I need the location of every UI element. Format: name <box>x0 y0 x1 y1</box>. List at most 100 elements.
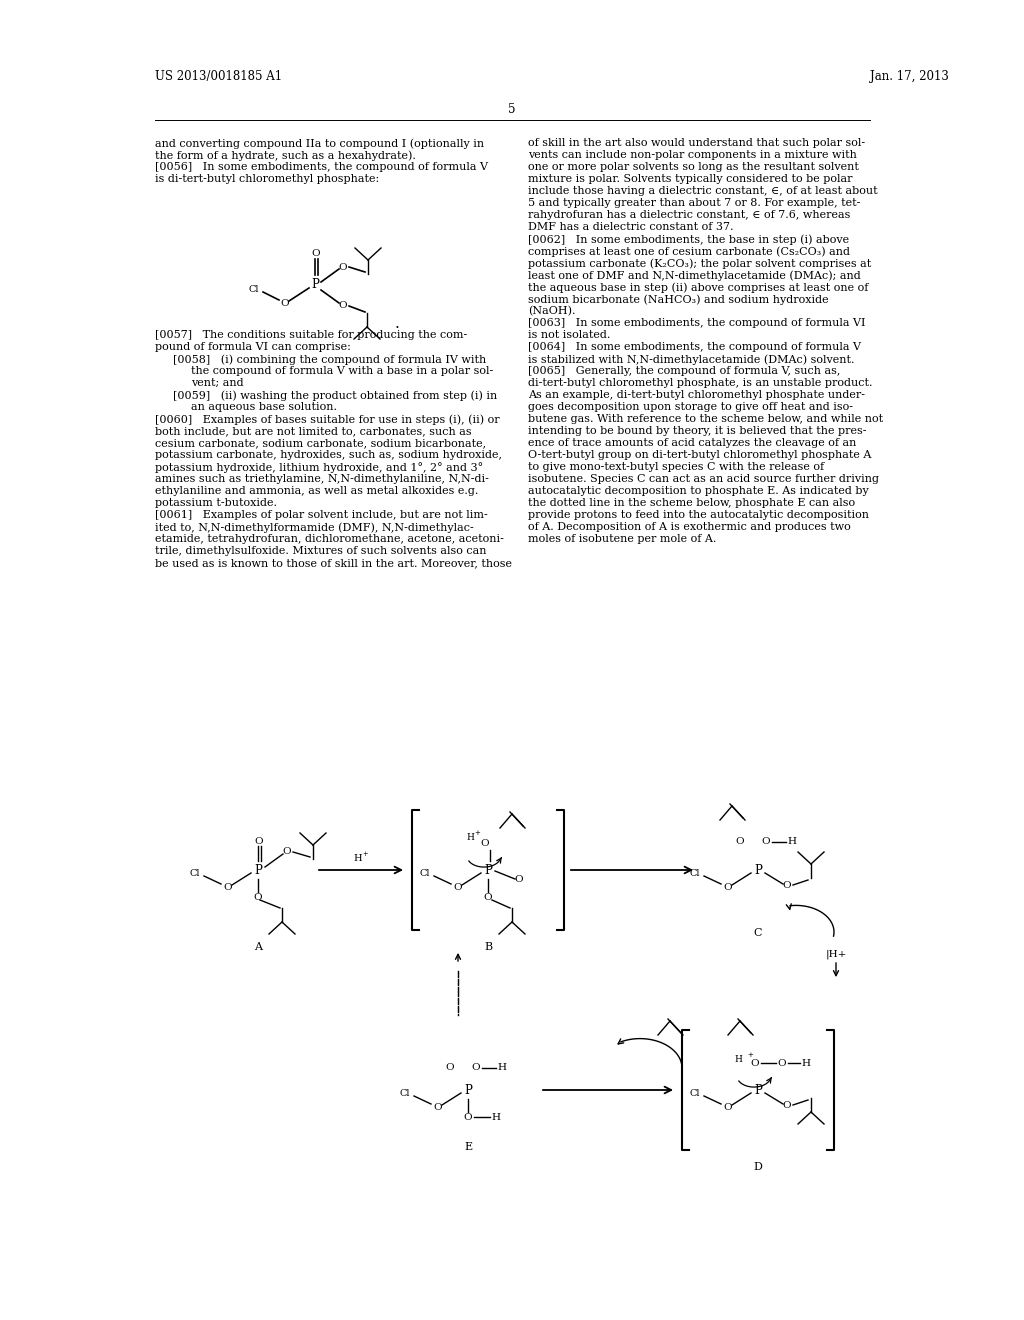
Text: intending to be bound by theory, it is believed that the pres-: intending to be bound by theory, it is b… <box>528 426 866 436</box>
Text: Cl: Cl <box>189 870 200 879</box>
Text: P: P <box>254 863 262 876</box>
Text: O: O <box>283 847 291 857</box>
Text: of A. Decomposition of A is exothermic and produces two: of A. Decomposition of A is exothermic a… <box>528 521 851 532</box>
Text: DMF has a dielectric constant of 37.: DMF has a dielectric constant of 37. <box>528 222 733 232</box>
Text: potassium carbonate, hydroxides, such as, sodium hydroxide,: potassium carbonate, hydroxides, such as… <box>155 450 502 459</box>
Text: P: P <box>754 1084 762 1097</box>
Text: .: . <box>394 315 399 330</box>
Text: the aqueous base in step (ii) above comprises at least one of: the aqueous base in step (ii) above comp… <box>528 282 868 293</box>
Text: O: O <box>483 892 493 902</box>
Text: [0060]   Examples of bases suitable for use in steps (i), (ii) or: [0060] Examples of bases suitable for us… <box>155 414 500 425</box>
Text: US 2013/0018185 A1: US 2013/0018185 A1 <box>155 70 283 83</box>
Text: both include, but are not limited to, carbonates, such as: both include, but are not limited to, ca… <box>155 426 472 436</box>
Text: di-tert-butyl chloromethyl phosphate, is an unstable product.: di-tert-butyl chloromethyl phosphate, is… <box>528 378 872 388</box>
Text: O: O <box>724 883 732 892</box>
Text: [0058]   (i) combining the compound of formula IV with: [0058] (i) combining the compound of for… <box>173 354 486 364</box>
Text: C: C <box>754 928 762 939</box>
Text: potassium t-butoxide.: potassium t-butoxide. <box>155 498 278 508</box>
Text: potassium hydroxide, lithium hydroxide, and 1°, 2° and 3°: potassium hydroxide, lithium hydroxide, … <box>155 462 483 473</box>
Text: [0056]   In some embodiments, the compound of formula V: [0056] In some embodiments, the compound… <box>155 162 488 172</box>
Text: comprises at least one of cesium carbonate (Cs₂CO₃) and: comprises at least one of cesium carbona… <box>528 246 850 256</box>
Text: provide protons to feed into the autocatalytic decomposition: provide protons to feed into the autocat… <box>528 510 869 520</box>
Text: of skill in the art also would understand that such polar sol-: of skill in the art also would understan… <box>528 139 865 148</box>
Text: O: O <box>254 892 262 902</box>
Text: O: O <box>762 837 770 846</box>
Text: Cl: Cl <box>249 285 259 294</box>
Text: pound of formula VI can comprise:: pound of formula VI can comprise: <box>155 342 351 352</box>
Text: mixture is polar. Solvents typically considered to be polar: mixture is polar. Solvents typically con… <box>528 174 853 183</box>
Text: P: P <box>464 1084 472 1097</box>
Text: an aqueous base solution.: an aqueous base solution. <box>191 403 337 412</box>
Text: O: O <box>339 263 347 272</box>
Text: E: E <box>464 1142 472 1152</box>
Text: is not isolated.: is not isolated. <box>528 330 610 341</box>
Text: H: H <box>734 1056 742 1064</box>
Text: Cl: Cl <box>689 870 700 879</box>
Text: the form of a hydrate, such as a hexahydrate).: the form of a hydrate, such as a hexahyd… <box>155 150 416 161</box>
Text: to give mono-text-butyl species C with the release of: to give mono-text-butyl species C with t… <box>528 462 824 473</box>
Text: is stabilized with N,N-dimethylacetamide (DMAc) solvent.: is stabilized with N,N-dimethylacetamide… <box>528 354 854 364</box>
Text: amines such as triethylamine, N,N-dimethylaniline, N,N-di-: amines such as triethylamine, N,N-dimeth… <box>155 474 488 484</box>
Text: moles of isobutene per mole of A.: moles of isobutene per mole of A. <box>528 535 717 544</box>
Text: sodium bicarbonate (NaHCO₃) and sodium hydroxide: sodium bicarbonate (NaHCO₃) and sodium h… <box>528 294 828 305</box>
Text: rahydrofuran has a dielectric constant, ∈ of 7.6, whereas: rahydrofuran has a dielectric constant, … <box>528 210 850 220</box>
Text: H: H <box>492 1113 501 1122</box>
Text: O: O <box>454 883 462 892</box>
Text: etamide, tetrahydrofuran, dichloromethane, acetone, acetoni-: etamide, tetrahydrofuran, dichloromethan… <box>155 535 504 544</box>
Text: O: O <box>724 1104 732 1113</box>
Text: [0061]   Examples of polar solvent include, but are not lim-: [0061] Examples of polar solvent include… <box>155 510 487 520</box>
Text: +: + <box>474 830 480 836</box>
Text: 5: 5 <box>508 103 516 116</box>
Text: one or more polar solvents so long as the resultant solvent: one or more polar solvents so long as th… <box>528 162 859 172</box>
Text: least one of DMF and N,N-dimethylacetamide (DMAc); and: least one of DMF and N,N-dimethylacetami… <box>528 271 861 281</box>
Text: O: O <box>777 1059 786 1068</box>
Text: A: A <box>254 942 262 952</box>
Text: O: O <box>339 301 347 310</box>
Text: cesium carbonate, sodium carbonate, sodium bicarbonate,: cesium carbonate, sodium carbonate, sodi… <box>155 438 486 447</box>
Text: O: O <box>751 1059 760 1068</box>
Text: [0057]   The conditions suitable for producing the com-: [0057] The conditions suitable for produ… <box>155 330 467 341</box>
Text: H: H <box>802 1059 811 1068</box>
Text: ethylaniline and ammonia, as well as metal alkoxides e.g.: ethylaniline and ammonia, as well as met… <box>155 486 478 496</box>
Text: O: O <box>311 248 321 257</box>
Text: ited to, N,N-dimethylformamide (DMF), N,N-dimethylac-: ited to, N,N-dimethylformamide (DMF), N,… <box>155 521 474 532</box>
Text: potassium carbonate (K₂CO₃); the polar solvent comprises at: potassium carbonate (K₂CO₃); the polar s… <box>528 257 871 268</box>
Text: ence of trace amounts of acid catalyzes the cleavage of an: ence of trace amounts of acid catalyzes … <box>528 438 856 447</box>
Text: H$^+$: H$^+$ <box>352 850 370 863</box>
Text: [0064]   In some embodiments, the compound of formula V: [0064] In some embodiments, the compound… <box>528 342 861 352</box>
Text: Cl: Cl <box>689 1089 700 1098</box>
Text: [0063]   In some embodiments, the compound of formula VI: [0063] In some embodiments, the compound… <box>528 318 865 327</box>
Text: include those having a dielectric constant, ∈, of at least about: include those having a dielectric consta… <box>528 186 878 195</box>
Text: autocatalytic decomposition to phosphate E. As indicated by: autocatalytic decomposition to phosphate… <box>528 486 868 496</box>
Text: |H+: |H+ <box>825 949 847 958</box>
Text: isobutene. Species C can act as an acid source further driving: isobutene. Species C can act as an acid … <box>528 474 879 484</box>
Text: vent; and: vent; and <box>191 378 244 388</box>
Text: D: D <box>754 1162 763 1172</box>
Text: P: P <box>754 863 762 876</box>
Text: O-tert-butyl group on di-tert-butyl chloromethyl phosphate A: O-tert-butyl group on di-tert-butyl chlo… <box>528 450 871 459</box>
Text: [0062]   In some embodiments, the base in step (i) above: [0062] In some embodiments, the base in … <box>528 234 849 244</box>
Text: B: B <box>484 942 493 952</box>
Text: As an example, di-tert-butyl chloromethyl phosphate under-: As an example, di-tert-butyl chloromethy… <box>528 389 865 400</box>
Text: is di-tert-butyl chloromethyl phosphate:: is di-tert-butyl chloromethyl phosphate: <box>155 174 379 183</box>
Text: H: H <box>787 837 797 846</box>
Text: butene gas. With reference to the scheme below, and while not: butene gas. With reference to the scheme… <box>528 414 883 424</box>
Text: [0059]   (ii) washing the product obtained from step (i) in: [0059] (ii) washing the product obtained… <box>173 389 498 400</box>
Text: O: O <box>223 883 232 892</box>
Text: H: H <box>498 1064 507 1072</box>
Text: O: O <box>782 1101 792 1110</box>
Text: O: O <box>782 880 792 890</box>
Text: the compound of formula V with a base in a polar sol-: the compound of formula V with a base in… <box>191 366 494 376</box>
Text: [0065]   Generally, the compound of formula V, such as,: [0065] Generally, the compound of formul… <box>528 366 841 376</box>
Text: goes decomposition upon storage to give off heat and iso-: goes decomposition upon storage to give … <box>528 403 853 412</box>
Text: H: H <box>466 833 474 842</box>
Text: P: P <box>311 279 318 292</box>
Text: be used as is known to those of skill in the art. Moreover, those: be used as is known to those of skill in… <box>155 558 512 568</box>
Text: O: O <box>472 1064 480 1072</box>
Text: +: + <box>748 1052 753 1059</box>
Text: the dotted line in the scheme below, phosphate E can also: the dotted line in the scheme below, pho… <box>528 498 855 508</box>
Text: Cl: Cl <box>399 1089 410 1098</box>
Text: vents can include non-polar components in a mixture with: vents can include non-polar components i… <box>528 150 857 160</box>
Text: O: O <box>464 1113 472 1122</box>
Text: Jan. 17, 2013: Jan. 17, 2013 <box>870 70 949 83</box>
